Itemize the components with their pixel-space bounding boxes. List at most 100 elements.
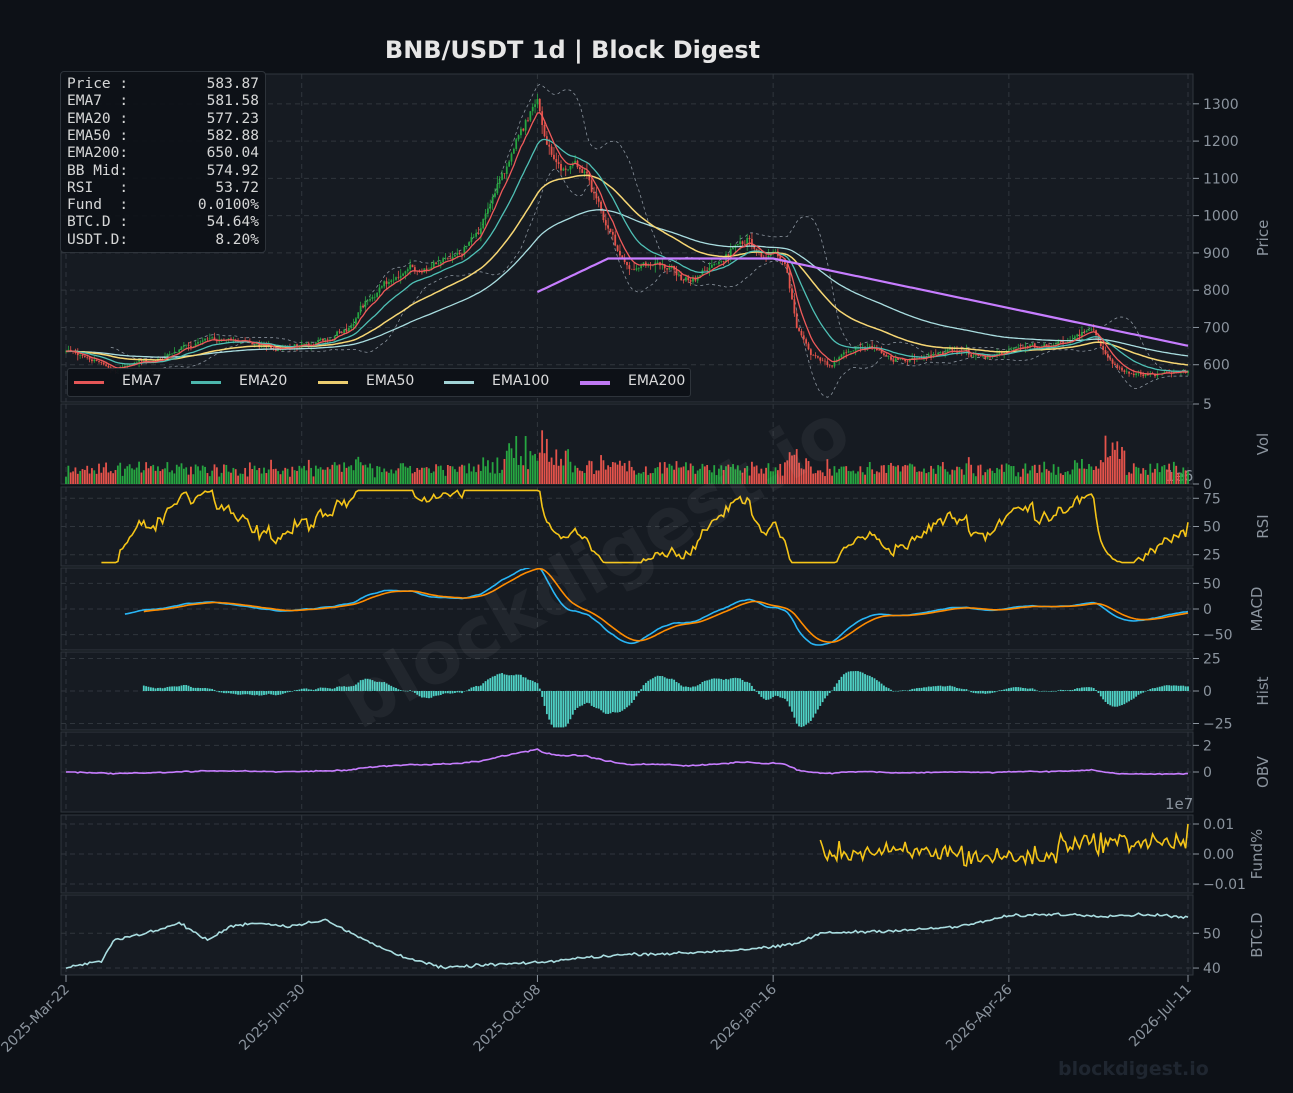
y-tick-label-price: 700 [1203, 320, 1230, 336]
candle-body [932, 354, 935, 357]
hist-bar [734, 677, 737, 691]
hist-bar [439, 691, 442, 695]
hist-bar [637, 691, 640, 693]
hist-bar [524, 677, 527, 691]
volume-bar [814, 473, 817, 484]
candle-body [317, 340, 320, 343]
volume-bar [508, 443, 511, 484]
volume-bar [776, 470, 779, 484]
hist-bar [720, 678, 723, 691]
hist-bar [899, 690, 902, 692]
hist-bar [277, 691, 280, 695]
candle-body [166, 354, 169, 358]
candle-body [371, 296, 374, 300]
volume-bar [237, 475, 239, 484]
hist-bar [609, 691, 612, 714]
hist-bar [274, 691, 277, 696]
candle-body [623, 258, 626, 263]
volume-bar [491, 462, 494, 484]
hist-bar [1118, 691, 1121, 706]
hist-bar [296, 689, 298, 691]
candle-body [619, 250, 621, 256]
y-tick-label-obv: 0 [1203, 765, 1212, 781]
candle-body [637, 268, 640, 269]
candle-body [656, 262, 659, 263]
candle-body [1104, 350, 1107, 354]
obv-plot [65, 748, 1188, 776]
hist-bar [560, 691, 562, 728]
candle-body [626, 262, 628, 266]
hist-bar [614, 691, 617, 713]
volume-bar [739, 470, 742, 484]
hist-bar [319, 687, 322, 691]
volume-bar [157, 466, 159, 484]
y-tick-label-rsi: 75 [1203, 491, 1221, 507]
volume-bar [916, 471, 918, 484]
hist-bar [428, 691, 430, 699]
hist-bar [1012, 687, 1015, 691]
hist-bar [1180, 685, 1182, 691]
hist-bar [1000, 690, 1003, 691]
volume-bar [458, 466, 461, 484]
volume-bar [586, 465, 588, 484]
volume-bar [1045, 469, 1048, 484]
candle-body [364, 300, 367, 308]
hist-bar [593, 691, 595, 708]
hist-bar [487, 679, 489, 691]
hist-bar [802, 691, 805, 727]
volume-bar [307, 459, 310, 484]
volume-bar [180, 463, 183, 484]
hist-bar [383, 681, 386, 691]
hist-bar [616, 691, 619, 713]
candle-body [383, 281, 386, 287]
candle-body [727, 254, 730, 257]
volume-bar [102, 467, 105, 484]
candle-body [484, 213, 487, 219]
candle-body [720, 261, 723, 262]
funding-line [819, 823, 1189, 867]
hist-bar [557, 691, 560, 728]
hist-bar [152, 687, 155, 691]
candle-body [322, 338, 324, 341]
volume-bar [850, 471, 852, 484]
candle-body [805, 339, 808, 344]
y-axis-label-volume: Vol [1254, 433, 1272, 455]
chart-title: BNB/USDT 1d | Block Digest [384, 36, 761, 64]
candle-body [98, 361, 100, 362]
volume-bar [234, 469, 237, 484]
volume-bar [1071, 469, 1074, 484]
candle-body [597, 198, 600, 202]
candle-body [505, 166, 508, 174]
volume-bar [128, 464, 131, 484]
hist-bar [755, 691, 758, 692]
hist-bar [376, 681, 379, 691]
hist-bar [1038, 691, 1041, 692]
hist-bar [979, 691, 982, 694]
volume-bar [1097, 468, 1100, 484]
volume-bar [1182, 467, 1185, 484]
volume-bar [932, 468, 935, 484]
hist-bar [857, 671, 859, 691]
candle-body [885, 355, 888, 357]
candle-body [197, 342, 199, 344]
candle-body [819, 357, 822, 361]
hist-bar [1121, 691, 1123, 706]
candle-body [102, 362, 105, 365]
hist-bar [916, 688, 918, 691]
candle-body [600, 201, 602, 212]
volume-bar [746, 465, 749, 484]
y-tick-label-price: 800 [1203, 283, 1230, 299]
candle-body [614, 234, 617, 246]
candle-body [369, 299, 371, 301]
volume-bar [989, 468, 991, 484]
candle-body [444, 258, 447, 259]
volume-bar [791, 455, 793, 484]
volume-bar [1147, 474, 1149, 484]
hist-bar [831, 690, 833, 692]
volume-bar [213, 464, 216, 484]
volume-bar [583, 472, 586, 484]
volume-bar [239, 473, 242, 484]
y-tick-label-funding: 0.01 [1203, 817, 1234, 833]
volume-bar [675, 461, 678, 484]
hist-bar [1059, 689, 1062, 691]
